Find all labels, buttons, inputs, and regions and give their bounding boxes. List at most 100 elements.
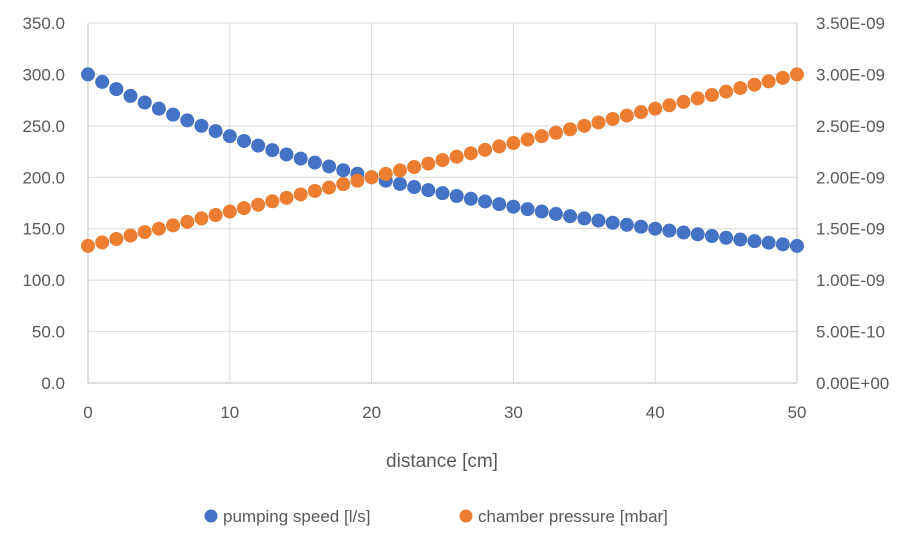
data-point	[478, 194, 493, 209]
y-tick-label: 150.0	[22, 220, 65, 239]
data-point	[123, 88, 138, 103]
series-pumping-speed	[81, 67, 804, 253]
y2-tick-label: 1.50E-09	[816, 220, 885, 239]
data-point	[775, 70, 790, 85]
data-point	[81, 238, 95, 253]
data-point	[747, 77, 762, 92]
data-point	[563, 209, 578, 224]
data-point	[690, 227, 705, 242]
data-point	[619, 108, 634, 123]
y2-tick-label: 2.00E-09	[816, 168, 885, 187]
data-point	[251, 197, 266, 212]
data-point	[761, 235, 776, 250]
data-point	[307, 155, 322, 170]
data-point	[336, 163, 351, 178]
legend-label: pumping speed [l/s]	[223, 507, 370, 526]
data-point	[577, 211, 592, 226]
data-point	[676, 225, 691, 240]
data-point	[208, 208, 223, 223]
data-point	[648, 221, 663, 236]
x-axis-ticks: 0 10 20 30 40 50	[83, 403, 806, 422]
data-point	[137, 225, 152, 240]
data-point	[733, 81, 748, 96]
data-point	[704, 88, 719, 102]
data-point	[634, 105, 649, 120]
data-point	[591, 115, 606, 130]
data-point	[492, 139, 507, 154]
data-point	[534, 204, 549, 219]
data-point	[449, 149, 464, 164]
data-point	[236, 133, 251, 148]
data-point	[520, 202, 535, 217]
y2-tick-label: 5.00E-10	[816, 323, 885, 342]
data-point	[279, 147, 294, 162]
data-point	[123, 228, 138, 243]
legend-label: chamber pressure [mbar]	[478, 507, 668, 526]
data-point	[350, 173, 365, 188]
data-point	[222, 129, 237, 144]
series-layer	[81, 67, 804, 253]
legend: pumping speed [l/s] chamber pressure [mba…	[204, 507, 668, 526]
data-point	[790, 67, 804, 82]
data-point	[478, 142, 493, 157]
data-point	[392, 176, 407, 191]
data-point	[151, 101, 166, 116]
data-point	[662, 223, 677, 238]
y-tick-label: 50.0	[32, 323, 65, 342]
y-tick-label: 350.0	[22, 14, 65, 33]
data-point	[251, 138, 266, 153]
data-point	[534, 129, 549, 144]
x-axis-title: distance [cm]	[386, 451, 498, 472]
y-tick-label: 200.0	[22, 168, 65, 187]
data-point	[109, 82, 124, 97]
y2-tick-label: 1.00E-09	[816, 271, 885, 290]
data-point	[407, 180, 422, 195]
data-point	[506, 136, 521, 151]
data-point	[605, 111, 620, 126]
data-point	[463, 146, 478, 161]
data-point	[265, 143, 280, 158]
x-tick-label: 30	[504, 403, 523, 422]
data-point	[166, 218, 181, 233]
data-point	[634, 219, 649, 234]
data-point	[676, 94, 691, 109]
data-point	[109, 232, 124, 246]
y-tick-label: 250.0	[22, 117, 65, 136]
data-point	[662, 98, 677, 113]
x-tick-label: 50	[788, 403, 807, 422]
data-point	[435, 153, 450, 168]
data-point	[95, 74, 110, 89]
data-point	[194, 118, 209, 133]
data-point	[137, 95, 152, 110]
data-point	[719, 84, 734, 99]
series-chamber-pressure	[81, 67, 804, 253]
data-point	[322, 159, 337, 174]
data-point	[95, 235, 110, 250]
data-point	[548, 125, 563, 140]
y-tick-label: 100.0	[22, 271, 65, 290]
x-tick-label: 10	[220, 403, 239, 422]
data-point	[81, 67, 95, 82]
x-tick-label: 20	[362, 403, 381, 422]
data-point	[180, 214, 195, 229]
y-tick-label: 0.0	[41, 374, 65, 393]
y2-axis-ticks: 0.00E+00 5.00E-10 1.00E-09 1.50E-09 2.00E-09…	[816, 14, 889, 393]
data-point	[421, 183, 436, 198]
data-point	[293, 187, 308, 202]
data-point	[180, 113, 195, 128]
data-point	[563, 122, 578, 137]
data-point	[307, 183, 322, 198]
legend-marker	[204, 509, 218, 523]
data-point	[747, 234, 762, 249]
data-point	[421, 156, 436, 171]
data-point	[719, 230, 734, 245]
data-point	[463, 191, 478, 206]
data-point	[648, 101, 663, 116]
y-tick-label: 300.0	[22, 65, 65, 84]
data-point	[690, 91, 705, 106]
data-point	[166, 107, 181, 122]
data-point	[704, 229, 719, 244]
axes	[87, 23, 798, 384]
